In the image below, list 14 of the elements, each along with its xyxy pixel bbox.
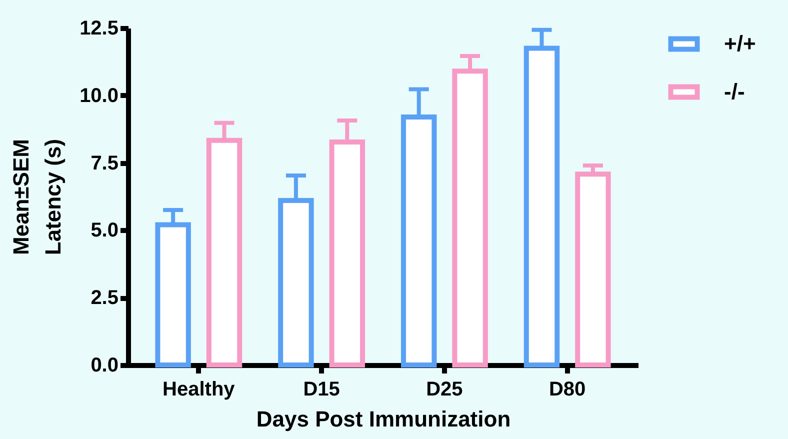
x-tick-label: D80 [548,378,586,400]
y-axis-title: Mean±SEM Latency (s) [8,138,66,256]
x-tick-label: Healthy [162,378,236,400]
y-tick-label: 0.0 [90,354,118,376]
y-tick-label: 10.0 [80,84,118,107]
legend-label: -/- [724,79,745,104]
y-tick-label: 12.5 [80,18,118,40]
legend-label: +/+ [724,31,756,56]
y-tick-label: 2.5 [90,287,118,310]
x-axis-title: Days Post Immunization [256,406,511,432]
y-tick-label: 7.5 [90,152,118,174]
y-tick-label: 5.0 [90,220,118,242]
x-tick-label: D15 [303,378,340,400]
x-tick-label: D25 [426,378,463,400]
